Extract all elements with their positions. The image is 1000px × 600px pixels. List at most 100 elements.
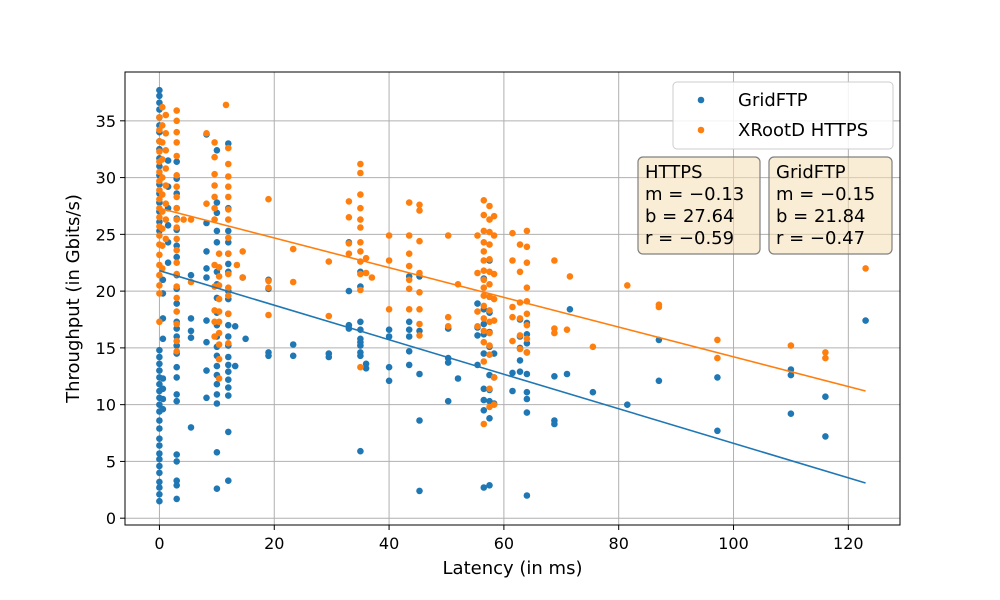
point-1-65: [211, 153, 218, 161]
point-1-23: [159, 156, 166, 163]
point-0-133: [225, 477, 232, 485]
point-0-230: [624, 401, 631, 409]
point-1-58: [173, 348, 180, 355]
x-axis-ticks: 0 20 40 60 80 100 120: [154, 525, 864, 553]
point-0-37: [156, 484, 163, 491]
point-0-163: [385, 333, 393, 340]
point-1-112: [325, 312, 333, 320]
point-0-240: [862, 317, 869, 324]
y-tick-label-7: 35: [96, 112, 116, 131]
point-0-174: [416, 370, 423, 378]
x-tick-label-3: 60: [494, 534, 514, 553]
point-1-80: [215, 295, 223, 303]
point-1-96: [225, 250, 232, 257]
point-0-180: [444, 397, 452, 405]
point-1-83: [215, 329, 223, 337]
point-1-110: [289, 278, 297, 286]
point-1-10: [156, 214, 163, 221]
point-0-88: [203, 274, 210, 281]
point-0-192: [480, 396, 488, 404]
point-1-133: [385, 257, 393, 264]
point-0-74: [173, 451, 180, 458]
point-1-48: [173, 224, 180, 231]
point-1-195: [490, 401, 498, 409]
annotation-line: b = 27.64: [645, 206, 734, 227]
point-0-237: [787, 410, 795, 418]
point-0-164: [385, 363, 393, 371]
x-tick-label-0: 0: [154, 534, 164, 553]
point-0-181: [454, 375, 462, 382]
point-1-28: [159, 242, 166, 249]
point-1-161: [480, 239, 488, 246]
point-1-16: [156, 271, 163, 279]
point-1-88: [225, 144, 232, 152]
point-1-69: [211, 204, 218, 212]
point-1-76: [215, 250, 223, 257]
point-1-226: [714, 354, 721, 362]
point-1-140: [405, 285, 413, 293]
point-0-97: [213, 239, 221, 246]
point-1-24: [159, 174, 166, 181]
point-1-93: [225, 206, 232, 213]
point-0-126: [225, 353, 232, 361]
point-0-86: [203, 248, 210, 255]
point-0-19: [156, 353, 163, 361]
point-0-18: [156, 346, 163, 354]
point-0-54: [173, 158, 180, 165]
point-1-169: [480, 315, 488, 322]
point-1-81: [215, 308, 223, 315]
point-0-53: [164, 259, 172, 267]
series-xrootd-https: [156, 101, 869, 428]
point-0-0: [156, 86, 163, 94]
point-1-187: [486, 385, 493, 393]
point-1-114: [345, 214, 353, 221]
point-1-185: [486, 342, 493, 349]
point-1-42: [173, 152, 180, 160]
point-0-222: [523, 409, 531, 416]
point-1-191: [490, 270, 498, 278]
annotation-line: m = −0.15: [776, 184, 875, 205]
point-0-39: [156, 497, 163, 505]
point-0-115: [225, 227, 232, 235]
point-0-91: [203, 367, 210, 374]
point-1-18: [156, 290, 163, 297]
point-1-204: [516, 315, 524, 322]
point-1-166: [480, 284, 488, 292]
point-0-127: [225, 361, 232, 369]
point-1-224: [655, 303, 663, 311]
point-0-73: [173, 397, 180, 405]
point-1-64: [211, 139, 218, 146]
point-0-238: [822, 393, 829, 401]
point-0-20: [156, 360, 163, 368]
point-0-21: [156, 367, 163, 374]
point-1-100: [225, 310, 232, 318]
legend-label-0: GridFTP: [738, 90, 808, 111]
point-1-154: [474, 232, 481, 239]
point-1-150: [444, 232, 452, 239]
point-1-63: [203, 200, 210, 207]
point-0-175: [416, 417, 423, 424]
point-1-220: [566, 273, 574, 280]
point-0-96: [213, 227, 221, 235]
point-0-78: [173, 495, 180, 503]
point-1-180: [486, 281, 493, 288]
point-1-89: [225, 160, 232, 168]
point-1-186: [486, 351, 493, 359]
point-1-118: [357, 169, 364, 177]
point-0-203: [486, 415, 493, 422]
point-0-34: [156, 462, 163, 470]
point-1-109: [289, 245, 297, 253]
point-0-143: [289, 352, 297, 360]
point-1-230: [862, 265, 869, 272]
point-1-175: [486, 216, 493, 223]
point-0-43: [159, 405, 167, 413]
point-0-226: [551, 420, 558, 428]
point-1-176: [486, 228, 493, 236]
point-1-87: [222, 101, 230, 109]
point-0-87: [203, 265, 210, 272]
point-0-106: [213, 362, 221, 370]
point-1-117: [357, 160, 364, 168]
point-0-28: [156, 417, 163, 424]
point-1-21: [159, 122, 166, 129]
